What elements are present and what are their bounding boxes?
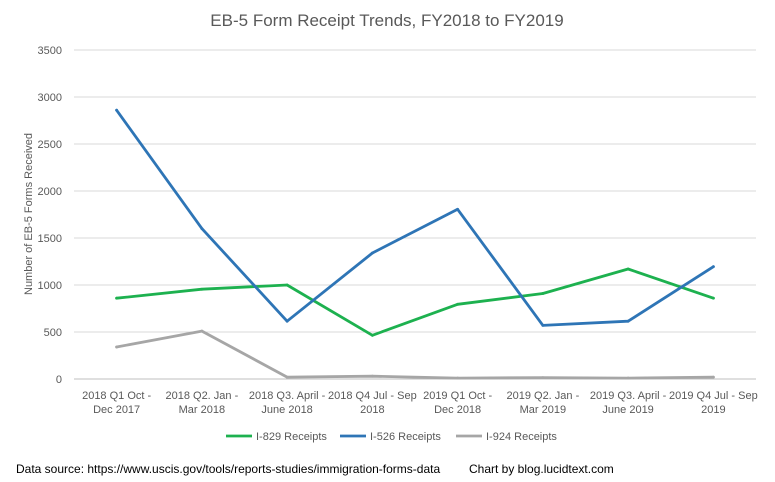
- x-tick-label: 2019 Q3. April -June 2019: [590, 390, 667, 416]
- data-point-i-829-receipts: [285, 283, 289, 287]
- data-point-i-526-receipts: [711, 265, 715, 269]
- y-tick-label: 1500: [38, 233, 62, 245]
- x-tick-label: 2018 Q1 Oct -Dec 2017: [82, 390, 151, 416]
- data-point-i-924-receipts: [285, 375, 289, 379]
- y-tick-label: 3500: [38, 45, 62, 57]
- y-tick-label: 2500: [38, 139, 62, 151]
- data-point-i-924-receipts: [370, 374, 374, 378]
- x-tick-label: 2018 Q2. Jan -Mar 2018: [165, 390, 238, 416]
- x-axis-ticks: 2018 Q1 Oct -Dec 2017 2018 Q2. Jan -Mar 2…: [82, 390, 758, 416]
- data-point-i-526-receipts: [200, 227, 204, 231]
- data-point-i-924-receipts: [115, 345, 119, 349]
- chart-title: EB-5 Form Receipt Trends, FY2018 to FY20…: [210, 11, 563, 30]
- legend-label: I-924 Receipts: [486, 431, 557, 443]
- data-point-i-829-receipts: [115, 296, 119, 300]
- gridlines: [74, 49, 756, 380]
- data-point-i-829-receipts: [200, 287, 204, 291]
- series-line-i-829-receipts: [115, 267, 715, 337]
- y-tick-label: 3000: [38, 92, 62, 104]
- data-point-i-829-receipts: [626, 267, 630, 271]
- chart-credit: Chart by blog.lucidtext.com: [469, 462, 614, 476]
- data-point-i-526-receipts: [626, 319, 630, 323]
- x-tick-label: 2018 Q3. April -June 2018: [249, 390, 326, 416]
- data-point-i-924-receipts: [711, 375, 715, 379]
- series-line-i-924-receipts: [115, 329, 715, 380]
- x-tick-label: 2018 Q4 Jul - Sep 2018: [328, 390, 417, 416]
- legend: I-829 Receipts I-526 Receipts I-924 Receip…: [226, 431, 557, 443]
- y-axis-label: Number of EB-5 Forms Received: [23, 133, 35, 295]
- x-tick-label: 2019 Q4 Jul - Sep 2019: [669, 390, 758, 416]
- data-point-i-924-receipts: [200, 329, 204, 333]
- data-point-i-829-receipts: [456, 302, 460, 306]
- legend-label: I-829 Receipts: [256, 431, 327, 443]
- y-tick-label: 0: [56, 374, 62, 386]
- data-point-i-829-receipts: [711, 296, 715, 300]
- data-point-i-829-receipts: [541, 292, 545, 295]
- data-point-i-526-receipts: [285, 319, 289, 323]
- data-point-i-526-receipts: [541, 324, 545, 327]
- data-point-i-526-receipts: [456, 207, 460, 211]
- y-tick-label: 500: [44, 327, 62, 339]
- data-point-i-526-receipts: [115, 108, 119, 112]
- series-lines: [115, 108, 715, 380]
- x-tick-label: 2019 Q2. Jan -Mar 2019: [506, 390, 579, 416]
- series-line-i-526-receipts: [115, 108, 715, 327]
- data-point-i-924-receipts: [626, 376, 630, 380]
- y-tick-label: 1000: [38, 280, 62, 292]
- legend-label: I-526 Receipts: [370, 431, 441, 443]
- y-axis-ticks: 0 500 1000 1500 2000 2500 3000 3500: [38, 45, 62, 386]
- data-point-i-924-receipts: [541, 376, 545, 379]
- x-tick-label: 2019 Q1 Oct -Dec 2018: [423, 390, 492, 416]
- data-point-i-526-receipts: [370, 251, 374, 255]
- y-tick-label: 2000: [38, 186, 62, 198]
- data-source-note: Data source: https://www.uscis.gov/tools…: [16, 462, 441, 476]
- data-point-i-829-receipts: [370, 333, 374, 337]
- data-point-i-924-receipts: [456, 376, 460, 380]
